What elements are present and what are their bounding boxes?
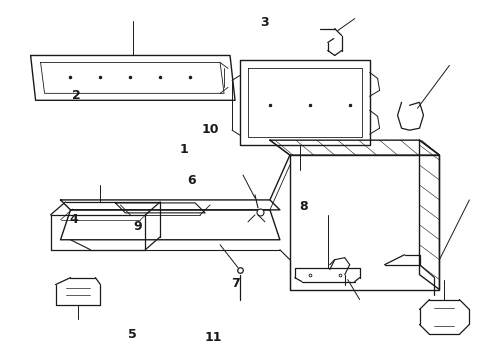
Text: 6: 6 [187, 174, 196, 186]
Text: 4: 4 [70, 213, 78, 226]
Text: 9: 9 [133, 220, 142, 233]
Text: 2: 2 [72, 89, 81, 102]
Text: 1: 1 [179, 143, 188, 156]
Text: 7: 7 [231, 278, 240, 291]
Text: 5: 5 [128, 328, 137, 341]
Text: 11: 11 [204, 331, 222, 344]
Text: 3: 3 [260, 16, 269, 29]
Text: 10: 10 [202, 123, 220, 136]
Text: 8: 8 [299, 201, 308, 213]
